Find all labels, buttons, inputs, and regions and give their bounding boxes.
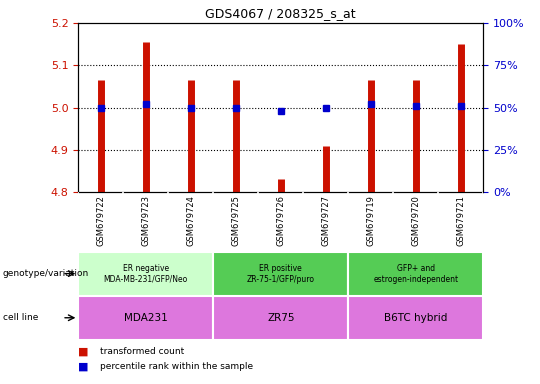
Text: ■: ■ [78, 346, 89, 356]
Text: transformed count: transformed count [100, 347, 184, 356]
Text: ZR75: ZR75 [267, 313, 294, 323]
Text: GSM679725: GSM679725 [231, 195, 240, 246]
Text: GSM679724: GSM679724 [186, 195, 195, 246]
Text: GSM679727: GSM679727 [321, 195, 330, 246]
Text: GSM679726: GSM679726 [276, 195, 285, 246]
Text: B6TC hybrid: B6TC hybrid [384, 313, 448, 323]
Text: ■: ■ [78, 362, 89, 372]
Text: ER positive
ZR-75-1/GFP/puro: ER positive ZR-75-1/GFP/puro [247, 263, 315, 284]
Bar [348, 296, 483, 340]
Text: GSM679720: GSM679720 [411, 195, 420, 246]
Text: MDA231: MDA231 [124, 313, 168, 323]
Text: cell line: cell line [3, 313, 38, 322]
Title: GDS4067 / 208325_s_at: GDS4067 / 208325_s_at [206, 7, 356, 20]
Text: GSM679722: GSM679722 [96, 195, 105, 246]
Text: ER negative
MDA-MB-231/GFP/Neo: ER negative MDA-MB-231/GFP/Neo [104, 263, 188, 284]
Bar [78, 296, 213, 340]
Text: genotype/variation: genotype/variation [3, 269, 89, 278]
Text: percentile rank within the sample: percentile rank within the sample [100, 362, 253, 371]
Text: GSM679721: GSM679721 [456, 195, 465, 246]
Bar [348, 252, 483, 296]
Text: GFP+ and
estrogen-independent: GFP+ and estrogen-independent [373, 263, 458, 284]
Bar [78, 252, 213, 296]
Bar [213, 296, 348, 340]
Bar [213, 252, 348, 296]
Text: GSM679723: GSM679723 [141, 195, 150, 246]
Text: GSM679719: GSM679719 [366, 195, 375, 246]
